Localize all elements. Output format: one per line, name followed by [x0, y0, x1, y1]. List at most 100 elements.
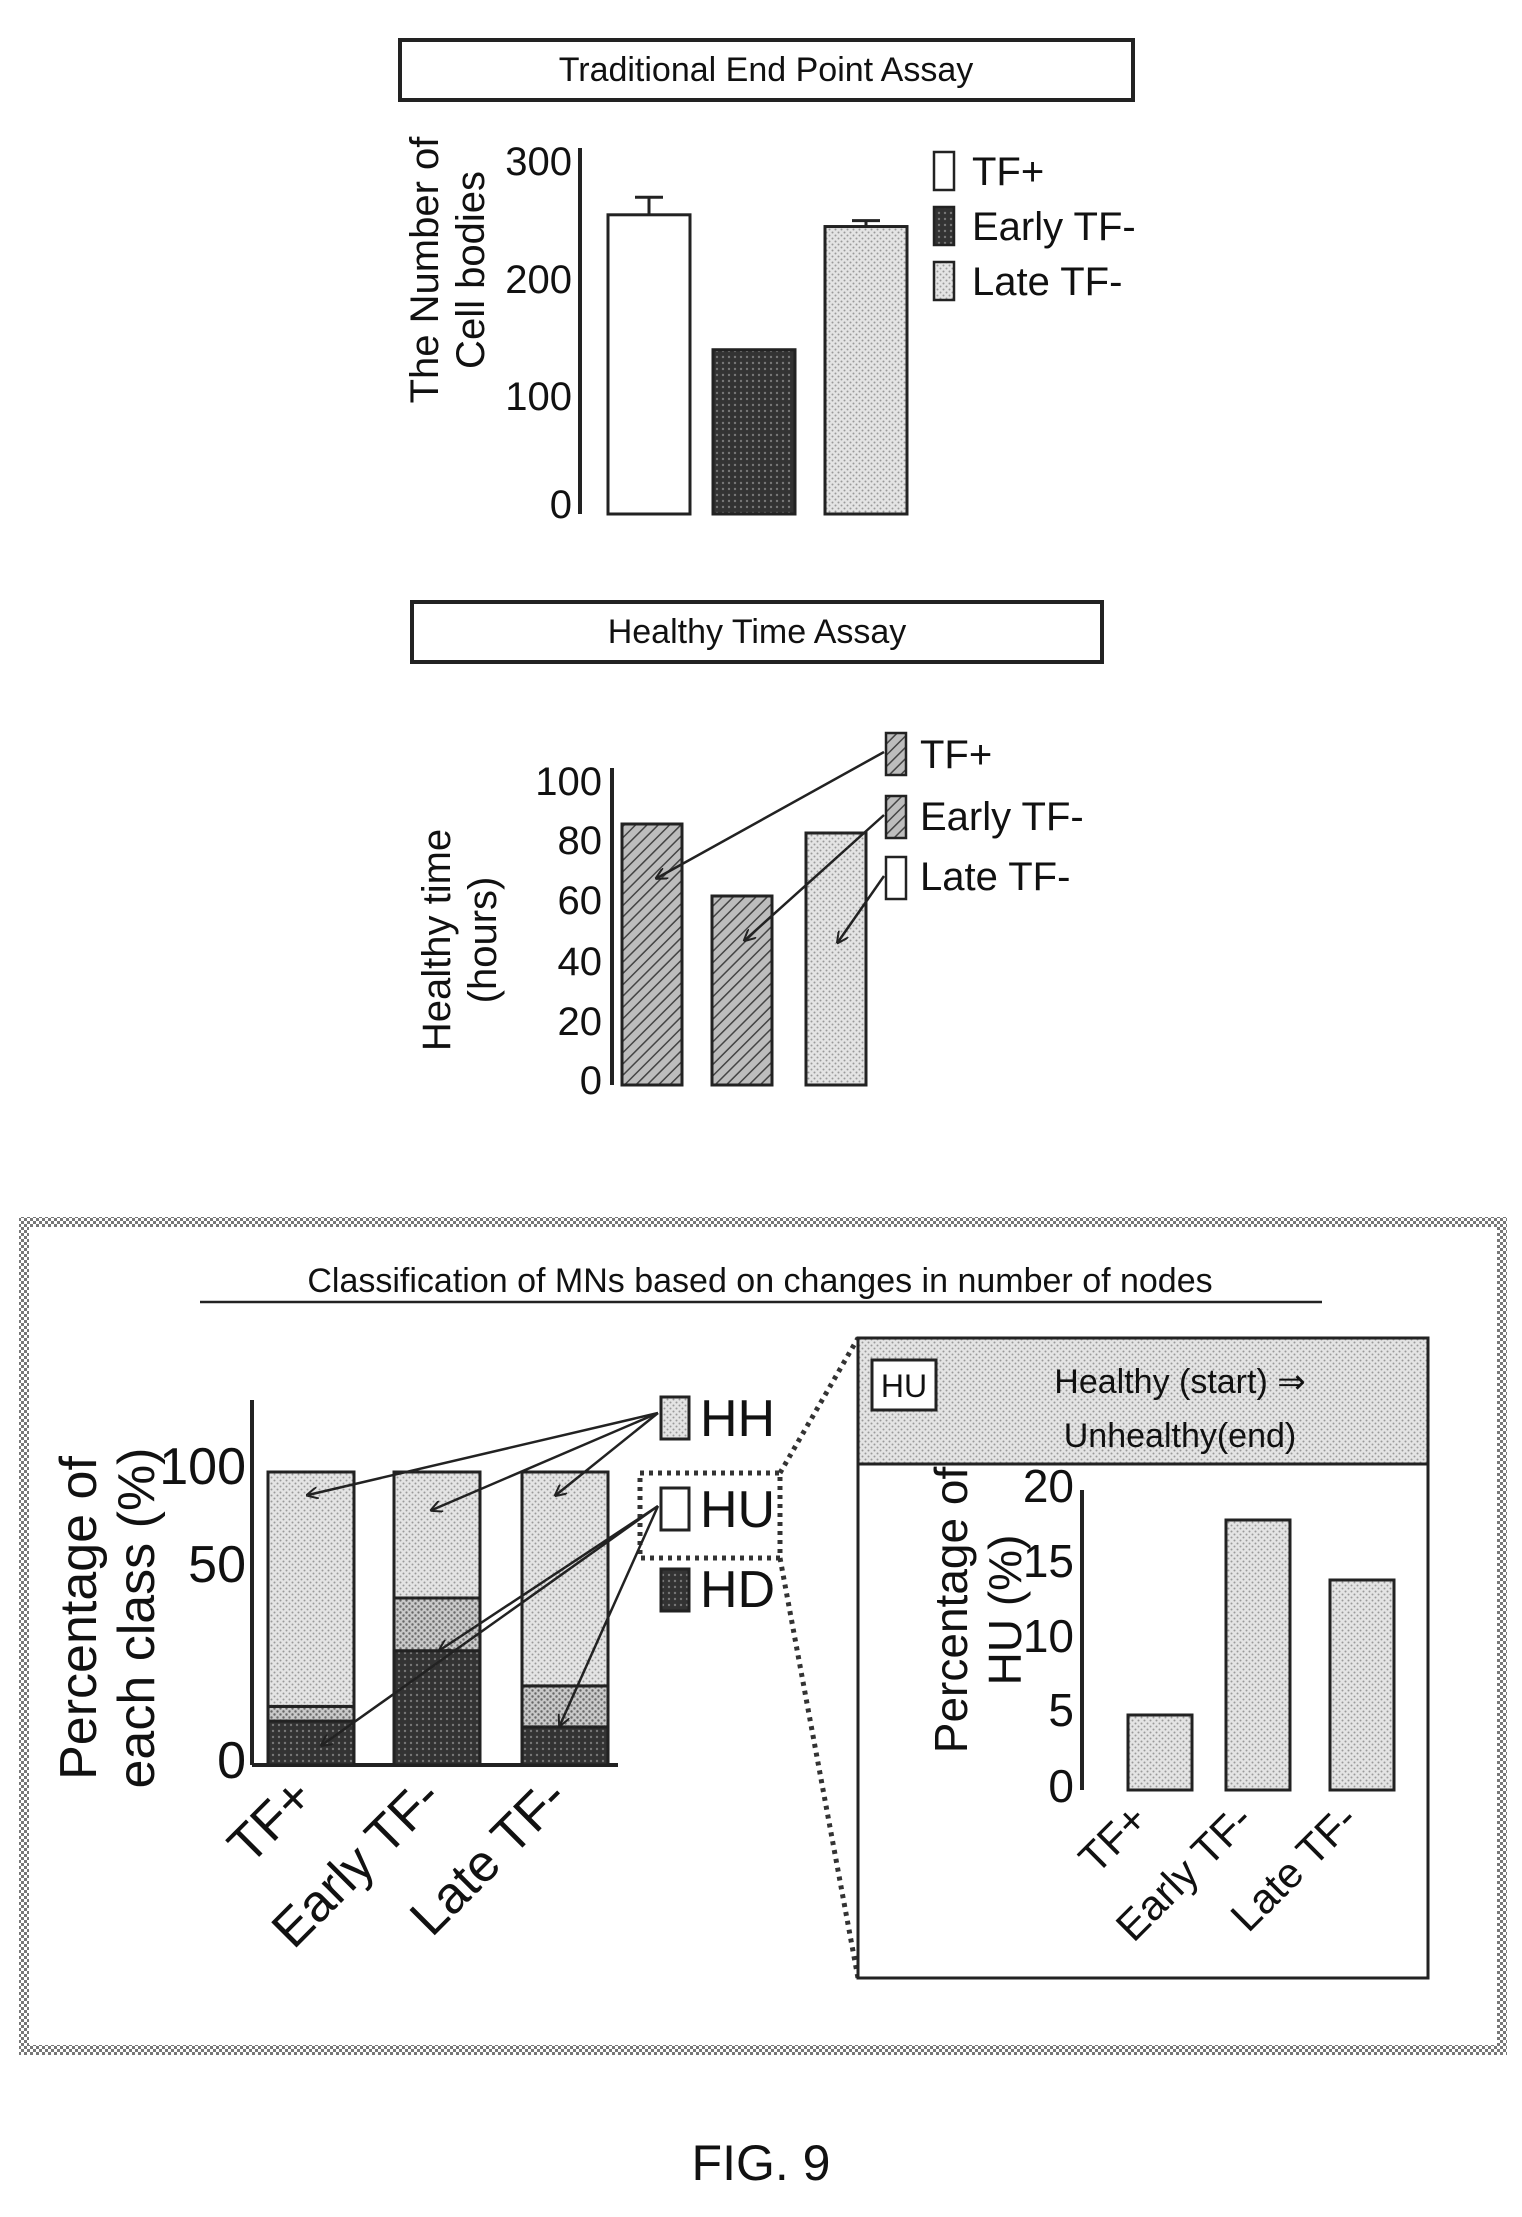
chart3-bar-late-tf-hd	[520, 1725, 610, 1767]
chart2-ylabel: Healthy time (hours)	[415, 829, 505, 1051]
chart4-ylabel-line1: Percentage of	[925, 1467, 977, 1754]
chart3-legend-hu: HU	[700, 1481, 775, 1539]
chart3-bar-late-tf-hh	[520, 1470, 610, 1688]
chart1-ylabel-line2: Cell bodies	[449, 171, 493, 369]
chart2-bar-tf-plus	[620, 822, 684, 1087]
chart2-legend: TF+ Early TF- Late TF-	[884, 731, 1084, 901]
classification-frame	[19, 1217, 1507, 2055]
chart1-legend-swatch-early	[932, 205, 956, 247]
chart2-ylabel-line2: (hours)	[461, 877, 505, 1004]
chart3-bar-tf-plus-hh	[266, 1470, 356, 1708]
chart3-bar-tf-plus-hd	[266, 1719, 356, 1767]
chart3-bar-early-tf-hd	[392, 1649, 482, 1767]
chart2-legend-tf-plus: TF+	[920, 733, 992, 777]
chart3-legend-swatch-hu	[659, 1486, 691, 1532]
chart3-legend: HH HU HD	[659, 1390, 775, 1619]
hu-zoom-callout	[637, 1336, 861, 1979]
chart4-bar-tf-plus	[1126, 1713, 1194, 1792]
chart3-ylabel-line2: each class (%)	[108, 1448, 166, 1789]
chart1-ytick-200: 200	[505, 258, 572, 302]
hu-zoom-line-bottom	[777, 1557, 861, 1979]
chart2-title-box	[410, 600, 1104, 664]
chart1-ytick-0: 0	[550, 483, 572, 527]
chart2-ytick-20: 20	[558, 1000, 603, 1044]
chart1-legend-swatch-tf-plus	[932, 150, 956, 192]
chart2-legend-late: Late TF-	[920, 855, 1070, 899]
chart2-bar-early-tf	[710, 894, 774, 1087]
chart3-ytick-100: 100	[159, 1438, 246, 1496]
chart1-ytick-300: 300	[505, 140, 572, 184]
chart2-legend-early: Early TF-	[920, 795, 1084, 839]
chart2-arrow-early	[745, 814, 885, 940]
arrow-hh-late	[556, 1412, 659, 1495]
chart2-ytick-40: 40	[558, 940, 603, 984]
hu-inset-header	[856, 1336, 1430, 1466]
chart2-arrows	[657, 750, 886, 942]
hu-inset-title-line1: Healthy (start) ⇒	[1054, 1363, 1305, 1401]
arrow-hu-late	[560, 1505, 660, 1725]
chart1-ylabel: The Number of Cell bodies	[403, 136, 493, 404]
chart2-bar-late-tf	[804, 831, 868, 1087]
chart1-bars	[606, 195, 909, 516]
chart4-ytick-0: 0	[1048, 1760, 1074, 1812]
chart4-bar-late-tf	[1328, 1578, 1396, 1792]
chart2-arrow-late	[838, 875, 886, 942]
chart2-legend-swatch-tf-plus	[884, 731, 908, 777]
chart2-arrow-tf-plus	[657, 750, 885, 878]
arrow-hu-early	[440, 1504, 659, 1650]
hu-zoom-box	[637, 1470, 783, 1561]
chart3-ylabel: Percentage of each class (%)	[50, 1448, 166, 1789]
chart1-bar-tf-plus	[606, 213, 692, 516]
chart4-ylabel-line2: HU (%)	[979, 1535, 1031, 1686]
chart3-ylabel-line1: Percentage of	[50, 1456, 108, 1780]
chart4-bars	[1126, 1518, 1396, 1792]
chart2-ytick-60: 60	[558, 879, 603, 923]
chart2-ytick-0: 0	[580, 1059, 602, 1103]
chart1-bar-late-tf	[823, 225, 909, 516]
chart3-bar-early-tf-hh	[392, 1470, 482, 1600]
chart4-ylabel: Percentage of HU (%)	[925, 1467, 1031, 1754]
chart3-xlabels: TF+ Early TF- Late TF-	[217, 1767, 578, 1959]
chart1-legend-swatch-late	[932, 260, 956, 302]
figure-label: FIG. 9	[692, 2135, 831, 2191]
hu-inset-tag-box	[870, 1358, 938, 1412]
chart3-bar-late-tf-hu	[520, 1684, 610, 1729]
classification-panel: Classification of MNs based on changes i…	[19, 1217, 1507, 2055]
chart2-bars	[620, 822, 868, 1087]
chart4-bar-early-tf	[1224, 1518, 1292, 1792]
arrow-hu-tf-plus	[322, 1504, 659, 1745]
chart1-bar-early-tf	[711, 348, 797, 516]
chart2-title: Healthy Time Assay	[608, 613, 907, 651]
chart3-bar-tf-plus-hu	[266, 1704, 356, 1723]
chart3-legend-hh: HH	[700, 1390, 775, 1448]
chart1-legend-late: Late TF-	[972, 260, 1122, 304]
chart2-legend-swatch-late	[884, 855, 908, 901]
arrow-hh-early	[432, 1411, 659, 1510]
hu-inset-title-line2: Unhealthy(end)	[1064, 1417, 1296, 1455]
chart1-legend: TF+ Early TF- Late TF-	[932, 150, 1136, 304]
chart4-ytick-20: 20	[1023, 1460, 1074, 1512]
chart1-title: Traditional End Point Assay	[559, 51, 974, 89]
arrow-hh-tf-plus	[308, 1411, 659, 1495]
chart3-legend-swatch-hd	[659, 1567, 691, 1613]
chart1-ytick-100: 100	[505, 375, 572, 419]
chart1-title-box	[398, 38, 1135, 102]
chart3-ytick-0: 0	[217, 1732, 246, 1790]
chart3-legend-hd: HD	[700, 1561, 775, 1619]
chart2-legend-swatch-early	[884, 794, 908, 840]
chart1-legend-tf-plus: TF+	[972, 150, 1044, 194]
chart3-arrows	[308, 1411, 660, 1745]
chart3-ytick-50: 50	[188, 1536, 246, 1594]
chart3-legend-swatch-hh	[659, 1395, 691, 1441]
chart4-ytick-15: 15	[1023, 1535, 1074, 1587]
chart-healthy-time-assay: Healthy Time Assay Healthy time (hours) …	[410, 600, 1104, 1103]
hu-inset-tag: HU	[881, 1368, 927, 1404]
chart-end-point-assay: Traditional End Point Assay The Number o…	[398, 38, 1136, 527]
chart3-title: Classification of MNs based on changes i…	[307, 1262, 1212, 1300]
chart2-ytick-100: 100	[535, 760, 602, 804]
hu-zoom-line-top	[777, 1336, 861, 1475]
chart1-ylabel-line1: The Number of	[403, 136, 447, 404]
chart2-ytick-80: 80	[558, 819, 603, 863]
hu-inset-panel: HU Healthy (start) ⇒ Unhealthy(end) Perc…	[856, 1336, 1430, 1980]
